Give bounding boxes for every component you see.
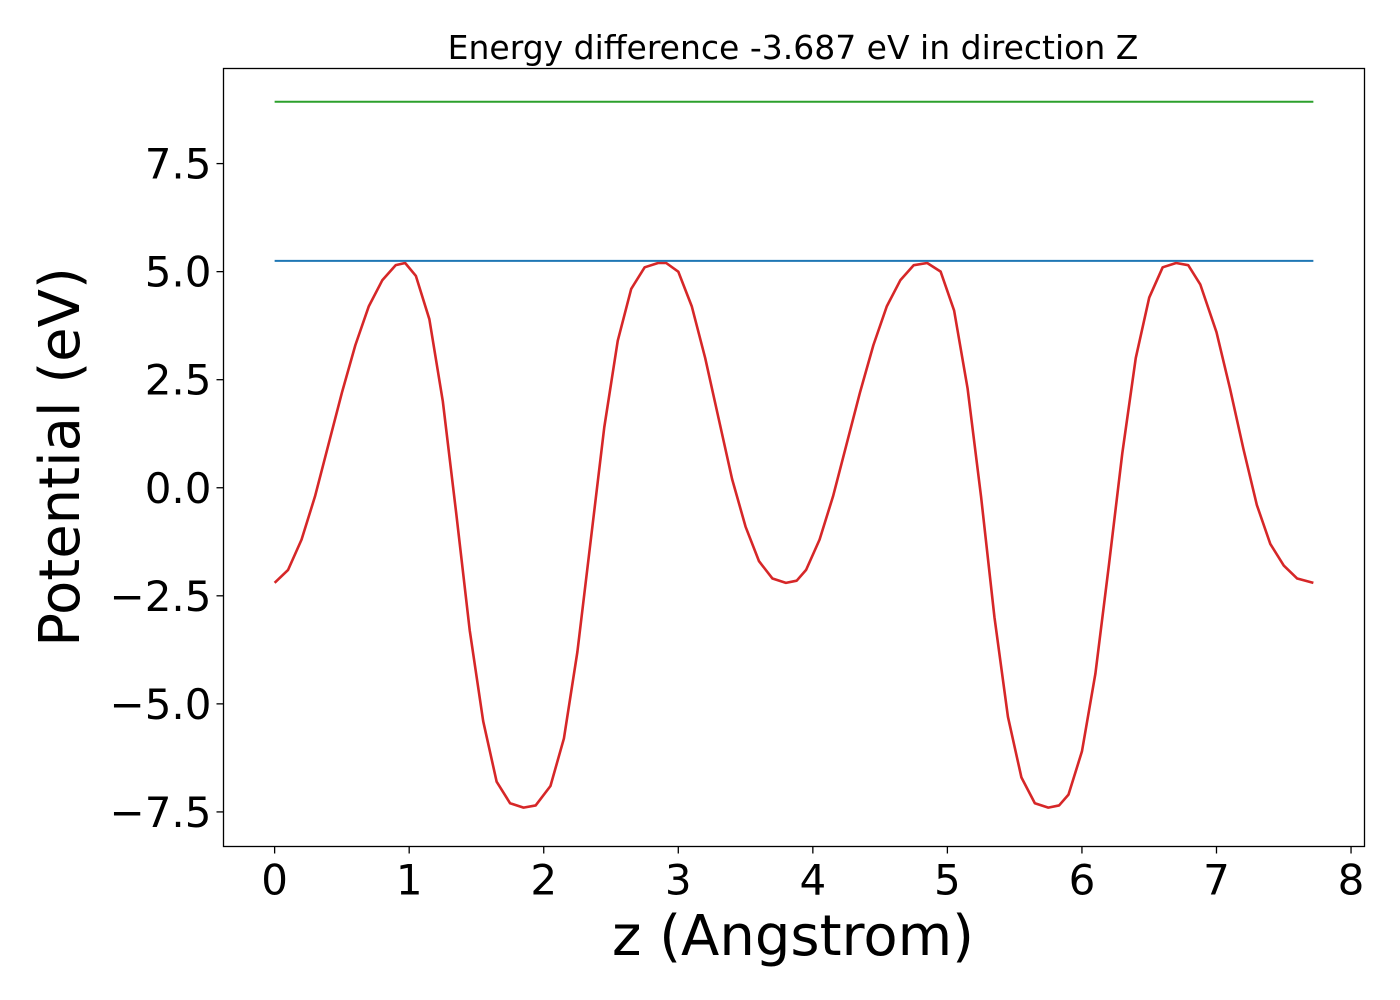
y-axis-title: Potential (eV) xyxy=(28,267,93,647)
x-tick-label: 5 xyxy=(934,856,961,905)
chart-title: Energy difference -3.687 eV in direction… xyxy=(448,28,1139,67)
plot-frame xyxy=(222,67,1366,848)
x-axis-title: z (Angstrom) xyxy=(612,904,974,969)
x-tick-label: 0 xyxy=(261,856,288,905)
y-tick-label: 5.0 xyxy=(145,248,212,297)
x-tick-label: 8 xyxy=(1338,856,1365,905)
y-tick-label: 2.5 xyxy=(145,356,212,405)
x-tick-label: 7 xyxy=(1203,856,1230,905)
y-tick-label: −5.0 xyxy=(110,680,212,729)
plot-area xyxy=(273,100,1314,809)
x-tick-label: 1 xyxy=(396,856,423,905)
x-tick-label: 6 xyxy=(1069,856,1096,905)
x-tick-label: 3 xyxy=(665,856,692,905)
y-tick-label: 0.0 xyxy=(145,464,212,513)
y-tick-label: −7.5 xyxy=(110,788,212,837)
series-line-0 xyxy=(273,261,1314,809)
y-tick-label: −2.5 xyxy=(110,572,212,621)
x-axis: 0 1 2 3 4 5 6 7 8 xyxy=(261,846,1365,905)
x-tick-label: 4 xyxy=(799,856,826,905)
y-axis: −7.5 −5.0 −2.5 0.0 2.5 5.0 7.5 xyxy=(110,140,224,837)
y-tick-label: 7.5 xyxy=(145,140,212,189)
x-tick-label: 2 xyxy=(530,856,557,905)
